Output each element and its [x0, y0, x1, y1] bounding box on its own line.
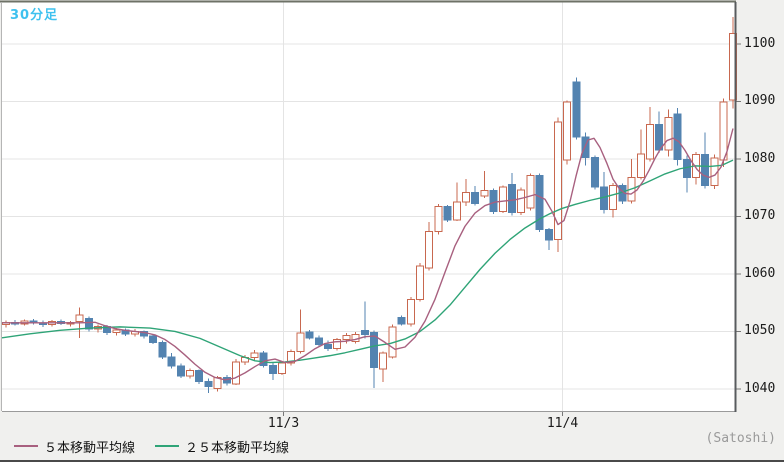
- candle-body-down: [176, 365, 185, 377]
- y-tick-label: 1040: [744, 380, 776, 396]
- ma5-legend-label: ５本移動平均線: [44, 440, 136, 456]
- candle-body-up: [232, 361, 240, 385]
- candle-body-down: [544, 229, 553, 241]
- candle-body-up: [186, 370, 194, 377]
- candle-body-down: [84, 317, 93, 330]
- timeframe-label: 30分足: [10, 8, 59, 23]
- candle-body-up: [379, 352, 388, 370]
- ma25-legend-label: ２５本移動平均線: [185, 440, 290, 456]
- x-tick-label: 11/4: [546, 416, 579, 431]
- candle-body-down: [701, 153, 710, 186]
- candle-body-up: [250, 352, 259, 358]
- y-tick-label: 1050: [744, 323, 776, 339]
- candle-body-down: [443, 206, 452, 221]
- candle-body-up: [462, 191, 470, 203]
- candle-body-down: [370, 332, 378, 369]
- candle-body-up: [278, 362, 286, 374]
- legend: ５本移動平均線 ２５本移動平均線: [14, 437, 309, 456]
- candle-body-down: [489, 190, 498, 212]
- candle-body-up: [416, 265, 424, 300]
- ma25-legend-swatch-icon: [155, 445, 180, 447]
- candle-body-down: [535, 175, 544, 231]
- candle-body-down: [204, 381, 213, 388]
- ma5-legend-swatch-icon: [14, 445, 38, 447]
- candle-body-up: [452, 201, 461, 221]
- candle-body-down: [655, 123, 664, 151]
- candle-body-down: [508, 183, 516, 213]
- candle-body-down: [158, 341, 167, 358]
- candle-body-up: [517, 189, 526, 213]
- candle-body-up: [112, 329, 121, 334]
- candle-body-down: [222, 376, 231, 384]
- candle-body-up: [425, 230, 434, 269]
- candle-body-up: [498, 186, 507, 212]
- candle-body-down: [673, 113, 682, 161]
- candle-body-up: [480, 190, 489, 197]
- candle-body-down: [195, 370, 204, 383]
- y-tick-label: 1100: [744, 35, 776, 51]
- ma5-line: [2, 128, 734, 381]
- candle-body-up: [646, 123, 654, 160]
- candle-body-down: [397, 317, 406, 325]
- candle-body-down: [305, 331, 314, 339]
- candle-body-up: [406, 298, 415, 325]
- candle-body-down: [590, 156, 599, 188]
- x-tick-label: 11/3: [267, 416, 300, 431]
- candle-body-up: [296, 332, 305, 353]
- candle-body-up: [75, 314, 84, 323]
- candle-body-up: [563, 101, 572, 161]
- unit-label: (Satoshi): [705, 431, 776, 446]
- candle-body-up: [434, 206, 443, 232]
- candle-body-down: [471, 191, 480, 204]
- ma25-line: [1, 159, 734, 364]
- candle-body-down: [149, 335, 158, 343]
- candle-body-up: [287, 351, 296, 364]
- candle-body-up: [609, 184, 618, 211]
- candle-body-up: [554, 121, 562, 240]
- candle-body-down: [572, 81, 581, 138]
- y-tick-label: 1070: [744, 208, 776, 224]
- candle-body-down: [268, 364, 277, 374]
- candle-body-up: [333, 339, 342, 350]
- candle-body-up: [636, 153, 645, 178]
- candle-body-up: [719, 101, 728, 161]
- y-tick-label: 1060: [744, 265, 776, 281]
- candle-body-down: [581, 136, 590, 158]
- candle-body-down: [360, 329, 369, 335]
- plot-background: [2, 2, 735, 411]
- candle-body-up: [342, 335, 351, 341]
- candle-body-down: [167, 356, 176, 367]
- candle-body-up: [664, 117, 673, 151]
- candle-body-down: [324, 344, 332, 350]
- y-tick-label: 1080: [744, 150, 776, 166]
- candle-body-down: [314, 337, 323, 346]
- y-tick-label: 1090: [744, 93, 776, 109]
- candle-body-down: [259, 352, 268, 366]
- candle-body-up: [526, 175, 535, 209]
